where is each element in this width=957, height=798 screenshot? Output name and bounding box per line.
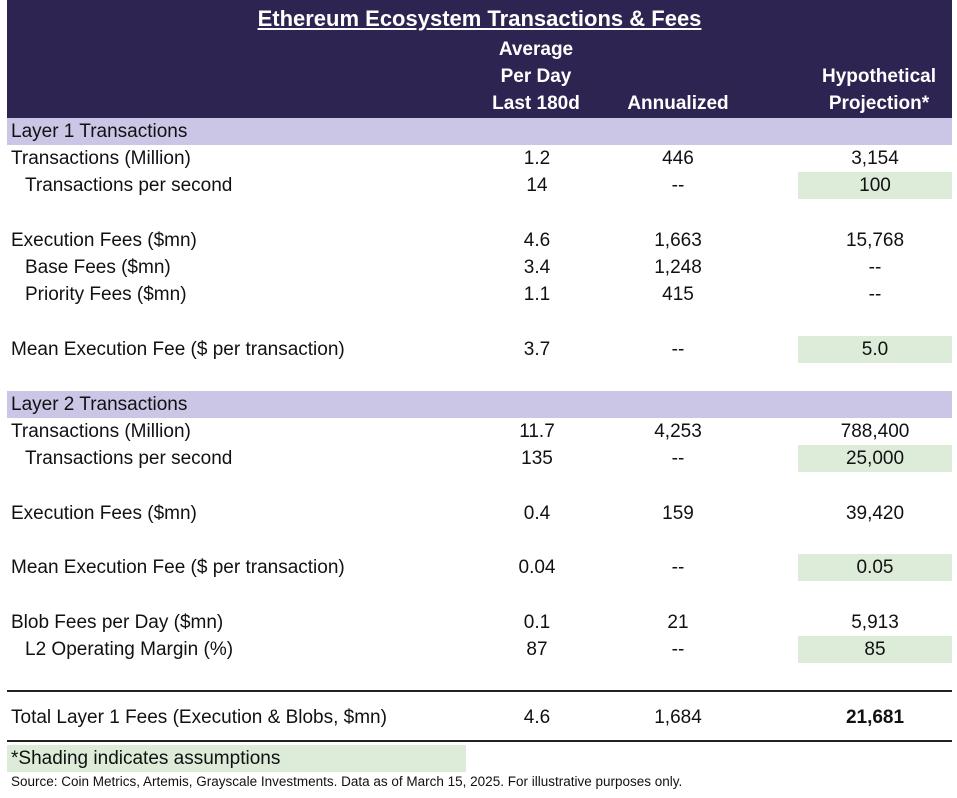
cell-projection: 5,913 <box>851 612 899 633</box>
row-label: Transactions (Million) <box>11 421 191 442</box>
cell-annualized: -- <box>671 175 685 196</box>
section-band-layer-1 <box>7 118 952 145</box>
cell-annualized: -- <box>671 639 685 660</box>
table-row: Mean Execution Fee ($ per transaction) 3… <box>0 336 957 363</box>
row-label: Transactions per second <box>25 175 233 196</box>
row-label: Mean Execution Fee ($ per transaction) <box>11 557 345 578</box>
cell-projection: 788,400 <box>840 421 910 442</box>
cell-average: 135 <box>521 448 553 469</box>
row-label: Mean Execution Fee ($ per transaction) <box>11 339 345 360</box>
column-header-projection-line-1: Hypothetical <box>821 66 937 87</box>
cell-projection: 3,154 <box>851 148 899 169</box>
row-label: Transactions per second <box>25 448 233 469</box>
cell-projection-assumption: 0.05 <box>798 554 952 581</box>
section-band-layer-2 <box>7 391 952 418</box>
cell-projection-assumption: 85 <box>798 636 952 663</box>
table-row: Transactions (Million) 1.2 446 3,154 <box>0 145 957 172</box>
total-average: 4.6 <box>523 707 551 728</box>
table-row: Execution Fees ($mn) 4.6 1,663 15,768 <box>0 227 957 254</box>
table-row: Blob Fees per Day ($mn) 0.1 21 5,913 <box>0 609 957 636</box>
cell-average: 1.2 <box>523 148 551 169</box>
cell-projection-assumption: 5.0 <box>798 336 952 363</box>
column-header-projection-line-2: Projection* <box>828 93 930 114</box>
cell-annualized: 415 <box>662 284 694 305</box>
cell-average: 3.4 <box>523 257 551 278</box>
cell-average: 0.1 <box>523 612 551 633</box>
cell-average: 14 <box>526 175 548 196</box>
cell-average: 0.04 <box>518 557 556 578</box>
row-label: Priority Fees ($mn) <box>25 284 187 305</box>
table-row: L2 Operating Margin (%) 87 -- 85 <box>0 636 957 663</box>
section-title-layer-2: Layer 2 Transactions <box>11 394 188 415</box>
cell-annualized: 21 <box>667 612 689 633</box>
cell-annualized: 1,248 <box>654 257 702 278</box>
row-label: Blob Fees per Day ($mn) <box>11 612 224 633</box>
section-title-layer-1: Layer 1 Transactions <box>11 121 188 142</box>
column-header-average-line-2: Per Day <box>500 66 572 87</box>
row-label: Execution Fees ($mn) <box>11 230 197 251</box>
column-header-projection: Hypothetical Projection* <box>799 63 957 117</box>
row-label: L2 Operating Margin (%) <box>25 639 234 660</box>
total-row: Total Layer 1 Fees (Execution & Blobs, $… <box>0 704 957 731</box>
column-header-average-line-1: Average <box>498 39 574 60</box>
column-header-annualized-line-1: Annualized <box>627 93 729 114</box>
total-divider <box>7 690 952 692</box>
row-label: Transactions (Million) <box>11 148 191 169</box>
cell-annualized: -- <box>671 339 685 360</box>
total-label: Total Layer 1 Fees (Execution & Blobs, $… <box>11 707 387 728</box>
cell-average: 3.7 <box>523 339 551 360</box>
cell-annualized: -- <box>671 557 685 578</box>
row-label: Base Fees ($mn) <box>25 257 171 278</box>
cell-average: 87 <box>526 639 548 660</box>
column-header-average: Average Per Day Last 180d <box>461 36 611 117</box>
cell-annualized: -- <box>671 448 685 469</box>
cell-projection: 15,768 <box>845 230 905 251</box>
column-header-annualized: Annualized <box>603 90 753 117</box>
column-header-average-line-3: Last 180d <box>492 93 580 114</box>
cell-projection: -- <box>868 284 882 305</box>
table-row: Priority Fees ($mn) 1.1 415 -- <box>0 281 957 308</box>
table-title: Ethereum Ecosystem Transactions & Fees <box>257 6 702 31</box>
total-projection: 21,681 <box>845 707 905 728</box>
table-row: Transactions (Million) 11.7 4,253 788,40… <box>0 418 957 445</box>
cell-projection-assumption: 100 <box>798 172 952 199</box>
cell-annualized: 1,663 <box>654 230 702 251</box>
cell-average: 11.7 <box>519 421 555 442</box>
cell-projection-assumption: 25,000 <box>798 445 952 472</box>
table-row: Base Fees ($mn) 3.4 1,248 -- <box>0 254 957 281</box>
cell-annualized: 159 <box>662 503 694 524</box>
cell-average: 1.1 <box>523 284 551 305</box>
bottom-divider <box>7 740 952 742</box>
cell-projection: 39,420 <box>845 503 905 524</box>
table-row: Transactions per second 14 -- 100 <box>0 172 957 199</box>
row-label: Execution Fees ($mn) <box>11 503 197 524</box>
source-note: Source: Coin Metrics, Artemis, Grayscale… <box>11 774 683 789</box>
cell-annualized: 446 <box>662 148 694 169</box>
cell-annualized: 4,253 <box>654 421 702 442</box>
table-header: Ethereum Ecosystem Transactions & Fees A… <box>7 0 952 118</box>
cell-average: 0.4 <box>523 503 551 524</box>
total-annualized: 1,684 <box>654 707 702 728</box>
table-row: Mean Execution Fee ($ per transaction) 0… <box>0 554 957 581</box>
cell-average: 4.6 <box>523 230 551 251</box>
table-row: Execution Fees ($mn) 0.4 159 39,420 <box>0 500 957 527</box>
shading-note: *Shading indicates assumptions <box>7 745 466 772</box>
cell-projection: -- <box>868 257 882 278</box>
table-row: Transactions per second 135 -- 25,000 <box>0 445 957 472</box>
